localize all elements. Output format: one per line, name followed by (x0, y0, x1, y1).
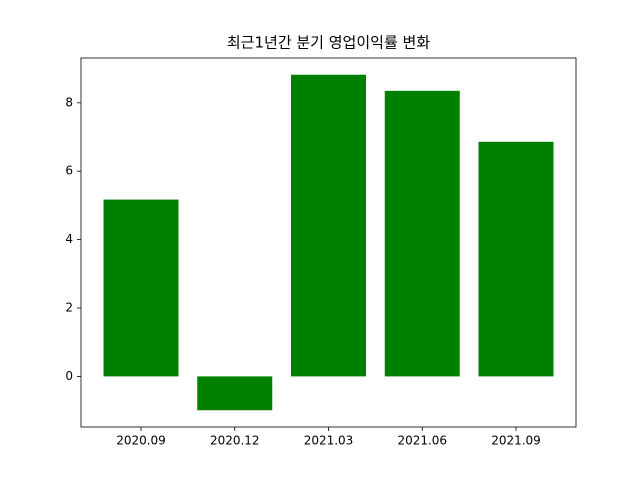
bar (197, 376, 273, 411)
bar (103, 199, 179, 377)
x-tick-label: 2021.09 (491, 434, 541, 448)
bar (291, 74, 366, 377)
x-tick-label: 2020.09 (116, 434, 166, 448)
chart-title: 최근1년간 분기 영업이익률 변화 (227, 34, 430, 52)
bar (478, 141, 554, 377)
plot-frame (80, 57, 577, 428)
y-tick-label: 8 (65, 95, 73, 109)
y-tick-label: 6 (65, 164, 73, 178)
y-tick-label: 4 (65, 232, 73, 246)
x-tick-label: 2021.03 (304, 434, 354, 448)
x-tick-label: 2020.12 (210, 434, 260, 448)
x-tick-label: 2021.06 (397, 434, 447, 448)
bar (384, 90, 460, 377)
y-tick-label: 0 (65, 369, 73, 383)
y-tick-label: 2 (65, 300, 73, 314)
